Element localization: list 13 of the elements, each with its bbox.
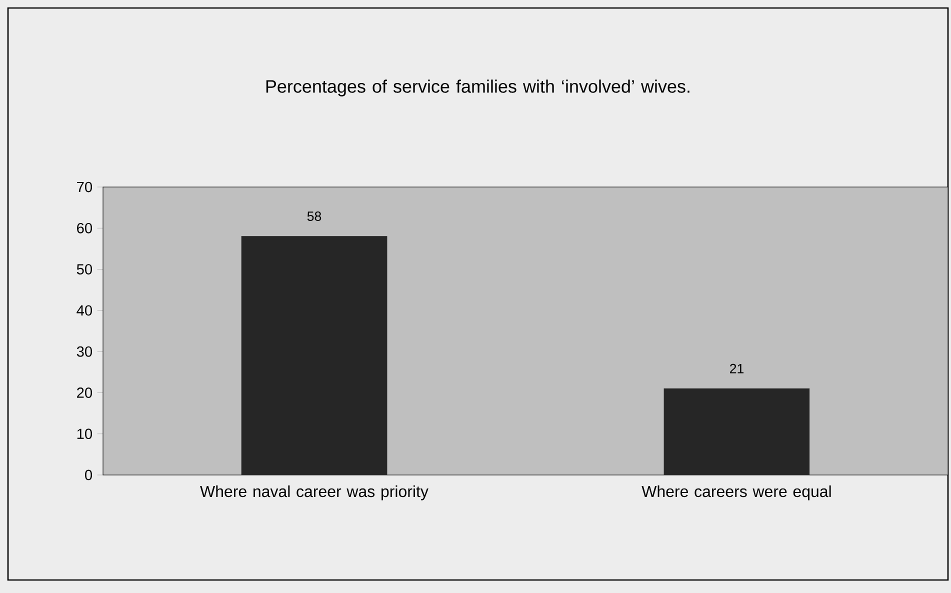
- data-label: 21: [730, 364, 744, 374]
- y-tick-label: 60: [77, 222, 92, 234]
- chart-title: Percentages of service families with ‘involved’ wives.: [266, 80, 690, 96]
- y-tick-label: 30: [76, 346, 92, 357]
- y-tick-label: 20: [77, 388, 92, 398]
- y-tick-label: 50: [76, 264, 92, 274]
- x-tick-label: Where naval career was priority: [200, 485, 428, 500]
- y-tick-label: 10: [77, 428, 92, 440]
- x-tick-label: Where careers were equal: [642, 485, 831, 500]
- y-tick-label: 40: [76, 305, 92, 316]
- y-tick-label: 70: [77, 182, 92, 192]
- y-tick-label: 0: [85, 470, 92, 480]
- data-label: 58: [307, 212, 322, 221]
